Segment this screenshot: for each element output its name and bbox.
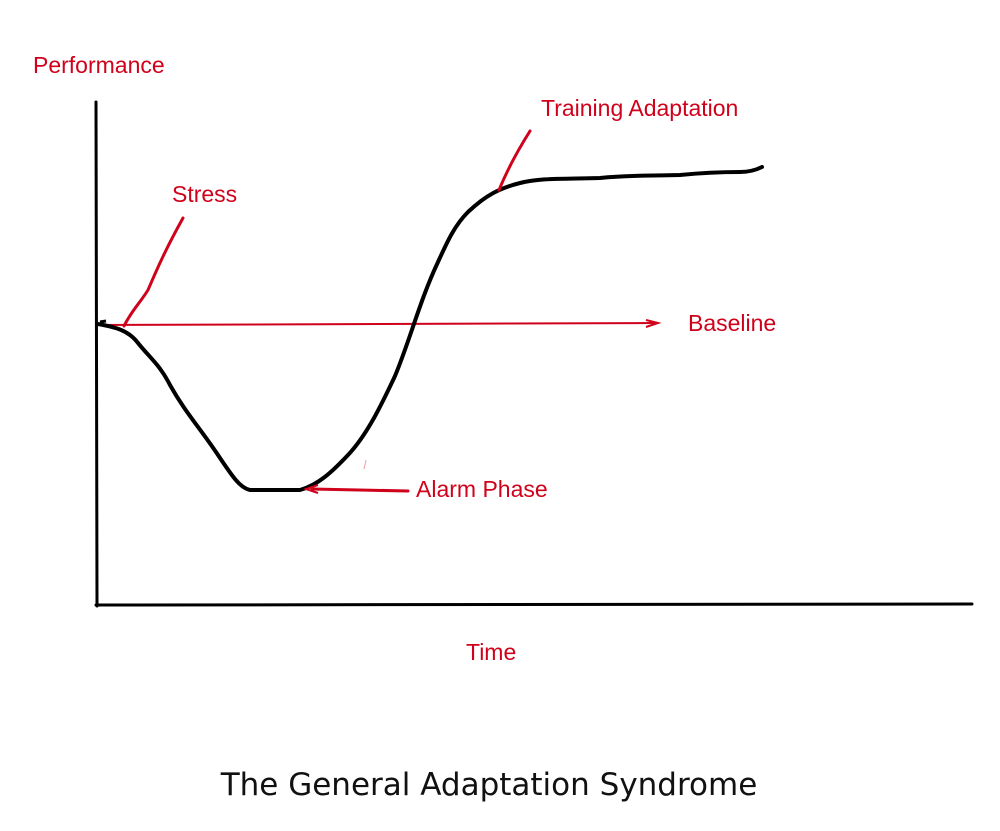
baseline-arrowhead bbox=[645, 319, 662, 328]
training-adaptation-pointer bbox=[497, 129, 532, 192]
training-adaptation-label: Training Adaptation bbox=[541, 95, 739, 121]
diagram-caption: The General Adaptation Syndrome bbox=[220, 767, 758, 803]
baseline-label: Baseline bbox=[688, 310, 777, 336]
alarm-phase-label: Alarm Phase bbox=[416, 476, 548, 502]
stress-label: Stress bbox=[172, 181, 238, 207]
stray-mark bbox=[363, 459, 367, 470]
performance-curve bbox=[96, 165, 764, 492]
stress-pointer bbox=[122, 216, 185, 328]
baseline-line bbox=[99, 322, 656, 326]
alarm-phase-pointer bbox=[310, 487, 410, 493]
x-axis bbox=[94, 602, 974, 607]
alarm-phase-arrowhead bbox=[302, 484, 319, 494]
y-axis-label: Performance bbox=[33, 52, 165, 78]
curve-start-tick bbox=[99, 319, 107, 324]
x-axis-label: Time bbox=[466, 639, 517, 665]
y-axis bbox=[94, 100, 99, 608]
